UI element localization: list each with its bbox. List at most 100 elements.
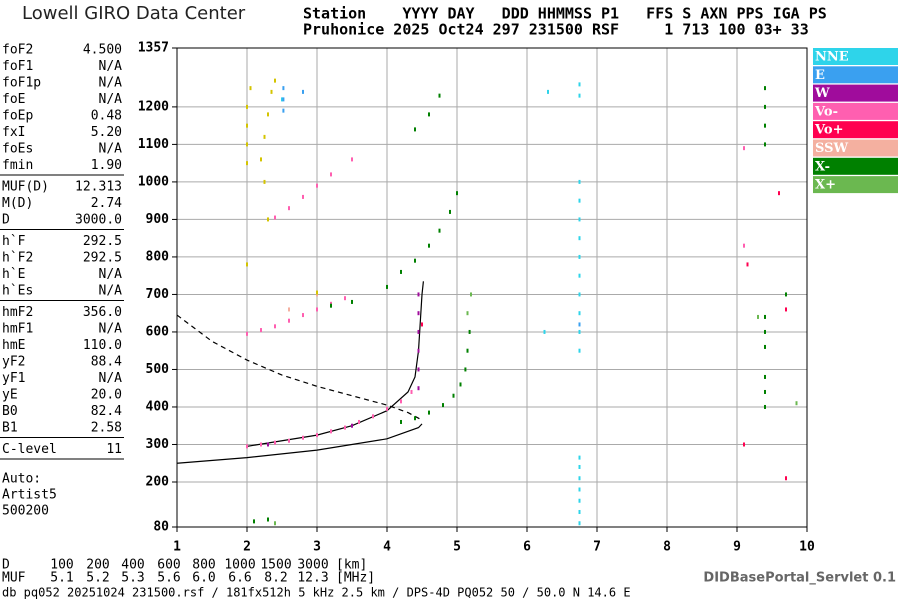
echo: [246, 123, 248, 128]
echo: [288, 438, 290, 443]
echo: [274, 440, 276, 445]
echo: [316, 183, 318, 188]
echo: [466, 348, 469, 353]
param-name: yF1: [2, 371, 25, 386]
param-value: 292.5: [83, 251, 122, 266]
echo: [281, 97, 283, 102]
echo: [414, 127, 416, 132]
echo: [746, 262, 749, 267]
param-value: N/A: [99, 284, 123, 299]
param-name: hmF1: [2, 322, 33, 337]
param-name: yE: [2, 388, 18, 403]
echo: [267, 112, 269, 117]
muf-value: 6.6: [228, 571, 251, 586]
echo: [578, 254, 581, 259]
echo: [764, 104, 766, 109]
legend-label: NNE: [815, 50, 849, 65]
muf-value: 6.0: [192, 571, 215, 586]
y-tick-label: 300: [146, 437, 170, 452]
echo: [260, 442, 262, 447]
echo: [785, 476, 787, 481]
param-name: foE: [2, 92, 25, 107]
y-tick-label: 700: [146, 287, 170, 302]
echo: [246, 444, 248, 449]
echo: [316, 290, 318, 295]
echo: [578, 311, 581, 316]
echo: [417, 311, 420, 316]
echo: [351, 299, 353, 304]
echo: [358, 419, 360, 424]
echo: [578, 329, 581, 334]
param-value: N/A: [99, 371, 123, 386]
echo: [449, 209, 451, 214]
x-tick-label: 6: [523, 540, 531, 555]
echo: [764, 86, 766, 91]
echo: [428, 410, 430, 415]
legend-swatch: [813, 102, 898, 120]
y-tick-label: 900: [146, 212, 170, 227]
y-tick-label: 1200: [138, 99, 169, 114]
echo: [442, 403, 444, 408]
echo: [764, 329, 766, 334]
echo: [386, 284, 388, 289]
echo: [417, 329, 420, 334]
legend-label: Vo-: [814, 104, 838, 119]
echo: [578, 82, 581, 87]
echo: [246, 161, 248, 166]
legend-label: X-: [815, 159, 830, 174]
echo: [578, 322, 581, 327]
param-name: hmE: [2, 338, 25, 353]
echo: [428, 112, 430, 117]
echo: [578, 217, 581, 222]
param-value: N/A: [99, 76, 123, 91]
echo: [274, 215, 276, 220]
x-tick-label: 10: [799, 540, 815, 555]
note: Artist5: [2, 488, 57, 503]
param-name: fxI: [2, 125, 25, 140]
y-tick-label: 800: [146, 249, 170, 264]
echo: [578, 476, 581, 481]
echo: [282, 108, 285, 113]
param-value: 3000.0: [75, 213, 122, 228]
legend-label: SSW: [815, 141, 848, 156]
param-name: h`F: [2, 234, 26, 249]
echo: [417, 367, 420, 372]
echo: [764, 389, 766, 394]
echo: [421, 322, 423, 327]
echo: [468, 329, 471, 334]
echo: [764, 404, 766, 409]
d-value: 1500: [260, 558, 291, 573]
echo: [466, 311, 469, 316]
legend-swatch: [813, 176, 898, 194]
echo: [743, 146, 745, 151]
muf-value: 12.3: [297, 571, 328, 586]
y-tick-label: 400: [146, 399, 170, 414]
param-value: 356.0: [83, 305, 122, 320]
echo: [417, 348, 420, 353]
echo: [282, 86, 285, 91]
x-tick-label: 3: [313, 540, 321, 555]
echo: [288, 307, 290, 312]
d-value: 100: [50, 558, 73, 573]
echo: [344, 425, 346, 430]
y-tick-label: 600: [146, 324, 170, 339]
echo: [438, 93, 441, 98]
param-value: 110.0: [83, 338, 122, 353]
x-tick-label: 5: [453, 540, 461, 555]
profile-curve: [176, 423, 423, 464]
echo: [400, 399, 402, 404]
param-name: M(D): [2, 196, 33, 211]
d-label: D: [2, 558, 10, 573]
echo: [578, 464, 581, 469]
echo: [764, 374, 766, 379]
echo: [578, 348, 581, 353]
param-value: 11: [106, 442, 122, 457]
y-tick-label: 1100: [138, 137, 169, 152]
legend-label: E: [815, 68, 825, 83]
legend-swatch: [813, 139, 898, 157]
echo: [282, 97, 285, 102]
echo: [302, 194, 304, 199]
d-unit: [km]: [336, 558, 367, 573]
